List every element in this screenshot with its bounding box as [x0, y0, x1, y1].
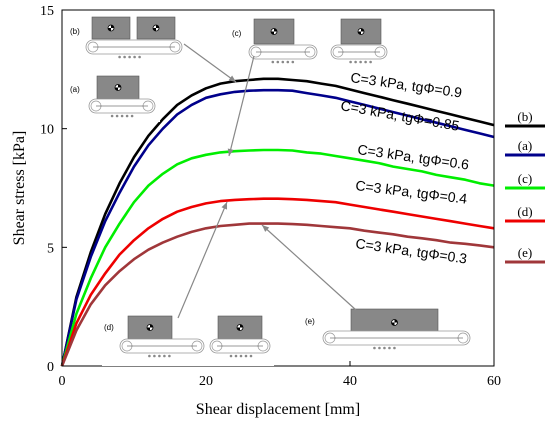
- roller-icon: [369, 60, 372, 64]
- pointer-line: [183, 43, 237, 83]
- inset-e: (e): [302, 306, 474, 360]
- inset-label: (e): [305, 317, 315, 326]
- target-mark-icon: [115, 84, 121, 91]
- x-axis-title: Shear displacement [mm]: [196, 401, 360, 418]
- roller-icon: [388, 346, 391, 350]
- roller-icon: [123, 55, 126, 59]
- legend-label: (e): [518, 245, 532, 260]
- curve-label: C=3 kPa, tgΦ=0.4: [355, 177, 469, 207]
- roller-icon: [281, 60, 285, 64]
- pointer-arrow-icon: [221, 202, 228, 210]
- pointer-line: [177, 201, 228, 319]
- y-tick-label: 5: [47, 241, 54, 256]
- target-mark-icon: [108, 25, 114, 31]
- target-mark-icon: [237, 324, 243, 331]
- roller-icon: [249, 354, 253, 358]
- x-tick-label: 0: [59, 374, 66, 389]
- roller-icon: [383, 346, 386, 350]
- inset-c: (c): [230, 14, 390, 66]
- pointer-arrow-icon: [227, 148, 234, 156]
- roller-icon: [349, 60, 352, 64]
- roller-icon: [133, 55, 136, 59]
- roller-icon: [120, 114, 124, 118]
- plot-frame: [61, 9, 495, 367]
- inset-label: (a): [70, 85, 80, 94]
- inset-label: (d): [104, 323, 114, 332]
- target-mark-icon: [358, 28, 364, 35]
- roller-icon: [138, 55, 141, 59]
- curve-label: C=3 kPa, tgΦ=0.6: [357, 141, 471, 173]
- roller-icon: [148, 354, 151, 358]
- curve-label: C=3 kPa, tgΦ=0.9: [350, 69, 464, 101]
- shear-box-icon: [253, 18, 295, 45]
- inset-a: (a): [68, 72, 160, 122]
- roller-icon: [163, 354, 166, 358]
- target-mark-icon: [391, 319, 398, 326]
- inset-d: (d): [102, 314, 274, 366]
- legend-label: (c): [518, 171, 532, 186]
- roller-icon: [153, 354, 156, 358]
- roller-icon: [118, 55, 121, 59]
- y-tick-label: 10: [40, 123, 54, 138]
- roller-icon: [364, 60, 367, 64]
- series-line-a: [60, 88, 495, 367]
- roller-icon: [378, 346, 381, 350]
- series-line-d: [60, 197, 495, 367]
- roller-icon: [130, 114, 134, 118]
- roller-icon: [234, 354, 238, 358]
- series-line-b: [60, 77, 495, 367]
- y-tick-label: 0: [47, 360, 54, 375]
- inset-b: (b): [68, 14, 186, 62]
- y-tick-label: 15: [40, 4, 54, 19]
- roller-icon: [168, 354, 171, 358]
- y-axis-title: Shear stress [kPa]: [11, 131, 28, 246]
- roller-icon: [276, 60, 280, 64]
- roller-icon: [125, 114, 129, 118]
- x-tick-label: 60: [487, 374, 501, 389]
- roller-icon: [354, 60, 357, 64]
- legend-label: (b): [517, 109, 532, 124]
- target-mark-icon: [153, 25, 159, 31]
- roller-icon: [271, 60, 275, 64]
- roller-icon: [229, 354, 233, 358]
- roller-icon: [128, 55, 131, 59]
- roller-icon: [359, 60, 362, 64]
- series-line-c: [60, 148, 495, 367]
- legend-label: (a): [518, 138, 532, 153]
- legend-label: (d): [517, 204, 532, 219]
- roller-icon: [291, 60, 295, 64]
- roller-icon: [393, 346, 396, 350]
- roller-icon: [239, 354, 243, 358]
- pointer-arrow-icon: [262, 225, 270, 232]
- inset-label: (b): [70, 27, 80, 36]
- x-tick-label: 20: [199, 374, 213, 389]
- target-mark-icon: [271, 28, 277, 35]
- pointer-arrow-icon: [228, 75, 236, 82]
- roller-icon: [158, 354, 161, 358]
- roller-icon: [286, 60, 290, 64]
- target-mark-icon: [147, 324, 153, 331]
- roller-icon: [373, 346, 376, 350]
- roller-icon: [110, 114, 114, 118]
- roller-icon: [244, 354, 248, 358]
- pointer-line: [228, 55, 255, 157]
- pointer-line: [261, 224, 357, 311]
- inset-label: (c): [232, 29, 242, 38]
- roller-icon: [115, 114, 119, 118]
- curve-label: C=3 kPa, tgΦ=0.3: [355, 235, 469, 267]
- x-tick-label: 40: [343, 374, 357, 389]
- series-line-e: [60, 222, 495, 367]
